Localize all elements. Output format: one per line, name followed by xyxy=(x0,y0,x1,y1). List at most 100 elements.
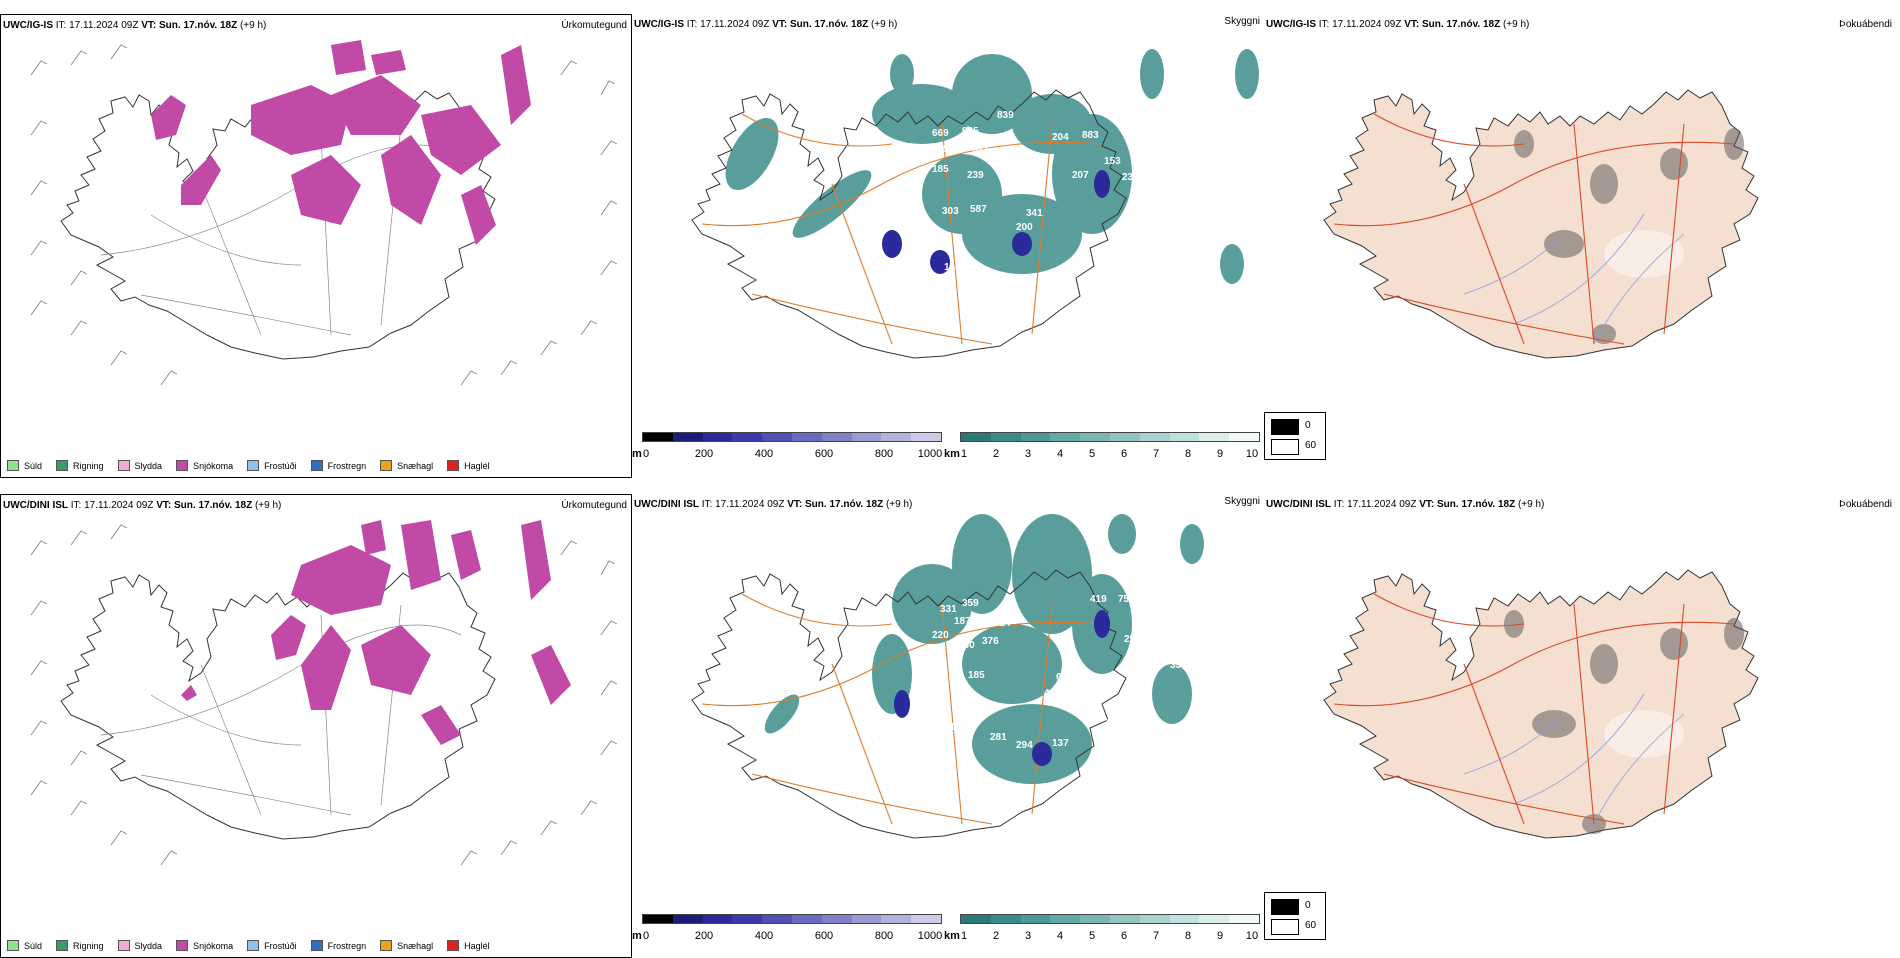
cloud-label: 281 xyxy=(990,732,1007,743)
panel-title: Þokuábendi xyxy=(1839,19,1892,30)
cloud-base-colorbar-top: m 0 200 400 600 800 1000 xyxy=(632,432,942,462)
panel-visibility-igis: UWC/IG-IS IT: 17.11.2024 09Z VT: Sun. 17… xyxy=(632,14,1264,478)
fog-index-map xyxy=(1323,569,1759,839)
legend-item: Frostregn xyxy=(310,940,366,951)
cloud-label: 953 xyxy=(1132,188,1149,199)
legend-swatch xyxy=(380,940,393,951)
legend-swatch xyxy=(7,940,19,951)
panel-header: UWC/DINI ISL IT: 17.11.2024 09Z VT: Sun.… xyxy=(634,499,913,510)
cloud-label: 341 xyxy=(1026,208,1043,219)
wind-barbs xyxy=(30,44,618,386)
roads xyxy=(1333,593,1735,825)
legend-swatch xyxy=(310,460,323,471)
cloud-label: 883 xyxy=(1082,130,1099,141)
panel-header: UWC/IG-IS IT: 17.11.2024 09Z VT: Sun. 17… xyxy=(1266,19,1530,30)
low-cloud-areas xyxy=(882,170,1110,274)
cloud-label: 337 xyxy=(1170,660,1187,671)
legend-swatch xyxy=(117,940,130,951)
cloud-base-labels: 669 965 839 295 943 204 883 185 239 268 … xyxy=(898,110,1149,293)
cloud-label: 81 xyxy=(990,272,1002,283)
cloud-label: 965 xyxy=(962,126,979,137)
cloud-base-labels: 331 359 187 824 419 755 220 460 376 251 … xyxy=(898,594,1187,751)
legend-item: Slydda xyxy=(117,940,162,951)
legend-item: Frostúði xyxy=(247,460,297,471)
cloud-label: 943 xyxy=(972,144,989,155)
cloud-label: 290 xyxy=(1108,258,1125,269)
legend-swatch xyxy=(7,460,19,471)
cloud-label: 268 xyxy=(1010,178,1027,189)
fog-legend-swatch xyxy=(1271,419,1299,435)
cloud-label: 172 xyxy=(1112,740,1129,751)
cloud-label: 184 xyxy=(1106,718,1123,729)
cloud-label: 251 xyxy=(1124,634,1141,645)
legend-item: Snjókoma xyxy=(176,940,233,951)
cloud-label: 303 xyxy=(942,206,959,217)
cloud-label: 376 xyxy=(982,636,999,647)
panel-header: UWC/IG-IS IT: 17.11.2024 09Z VT: Sun. 17… xyxy=(3,20,267,31)
roads xyxy=(701,593,1103,825)
legend-item: Snæhagl xyxy=(380,460,433,471)
legend-swatch xyxy=(247,460,260,471)
panel-title: Úrkomutegund xyxy=(561,20,627,31)
fog-legend-swatch xyxy=(1271,919,1299,935)
cloud-label: 206 xyxy=(1114,278,1131,289)
cloud-label: 235 xyxy=(1016,282,1033,293)
cloud-label: 484 xyxy=(1044,688,1061,699)
snow-areas xyxy=(151,40,531,245)
precip-type-map xyxy=(30,40,618,386)
colorbar-unit: km xyxy=(944,448,960,460)
visibility-colorbar-bottom: km 1 2 3 4 5 6 7 8 9 10 xyxy=(944,914,1262,944)
legend-item: Frostregn xyxy=(310,460,366,471)
panel-precip-type-igis: UWC/IG-IS IT: 17.11.2024 09Z VT: Sun. 17… xyxy=(0,14,632,478)
cloud-base-colorbar-bottom: m 0 200 400 600 800 1000 xyxy=(632,914,942,944)
cloud-label: 98 xyxy=(898,260,910,271)
cloud-label: 755 xyxy=(1118,594,1135,605)
legend-item: Slydda xyxy=(117,460,162,471)
legend-swatch xyxy=(447,460,460,471)
roads xyxy=(1333,113,1735,345)
colorbar-swatches xyxy=(960,914,1260,924)
cloud-label: 137 xyxy=(1052,738,1069,749)
cloud-label: 294 xyxy=(1016,740,1033,751)
colorbar-unit: m xyxy=(632,930,642,942)
cloud-label: 617 xyxy=(1056,672,1073,683)
panel-precip-type-dini: UWC/DINI ISL IT: 17.11.2024 09Z VT: Sun.… xyxy=(0,494,632,958)
visibility-map: 669 965 839 295 943 204 883 185 239 268 … xyxy=(691,49,1259,359)
cloud-label: 824 xyxy=(994,618,1011,629)
legend-swatch xyxy=(56,940,69,951)
panel-fog-index-dini: UWC/DINI ISL IT: 17.11.2024 09Z VT: Sun.… xyxy=(1264,494,1896,958)
visibility-colorbar-top: km 1 2 3 4 5 6 7 8 9 10 xyxy=(944,432,1262,462)
wind-barbs xyxy=(30,524,618,866)
legend-swatch xyxy=(247,940,260,951)
snow-areas xyxy=(181,520,571,745)
panel-title: Skyggni xyxy=(1224,496,1260,507)
fog-legend: 0 60 xyxy=(1264,412,1326,460)
cloud-label: 185 xyxy=(968,670,985,681)
visibility-areas xyxy=(764,514,1204,784)
colorbar-unit: km xyxy=(944,930,960,942)
panel-title: Úrkomutegund xyxy=(561,500,627,511)
roads xyxy=(100,604,462,816)
precip-type-map xyxy=(30,520,618,866)
precip-type-legend: Súld Rigning Slydda Snjókoma Frostúði Fr… xyxy=(7,460,490,471)
legend-item: Haglél xyxy=(447,940,490,951)
cloud-label: 212 xyxy=(944,722,961,733)
colorbar-unit: m xyxy=(632,448,642,460)
rivers xyxy=(1463,693,1685,825)
low-cloud-areas xyxy=(894,610,1110,766)
colorbar-swatches xyxy=(642,914,942,924)
legend-swatch xyxy=(176,940,189,951)
cloud-label: 839 xyxy=(997,110,1014,121)
panel-fog-index-igis: UWC/IG-IS IT: 17.11.2024 09Z VT: Sun. 17… xyxy=(1264,14,1896,478)
precip-type-legend: Súld Rigning Slydda Snjókoma Frostúði Fr… xyxy=(7,940,490,951)
legend-item: Rigning xyxy=(56,460,104,471)
legend-item: Súld xyxy=(7,460,42,471)
rivers xyxy=(1463,213,1685,345)
legend-item: Rigning xyxy=(56,940,104,951)
legend-swatch xyxy=(56,460,69,471)
visibility-map: 331 359 187 824 419 755 220 460 376 251 … xyxy=(691,514,1204,839)
colorbar-swatches xyxy=(960,432,1260,442)
legend-item: Snæhagl xyxy=(380,940,433,951)
visibility-areas xyxy=(725,49,1259,284)
panel-header: UWC/DINI ISL IT: 17.11.2024 09Z VT: Sun.… xyxy=(3,500,282,511)
